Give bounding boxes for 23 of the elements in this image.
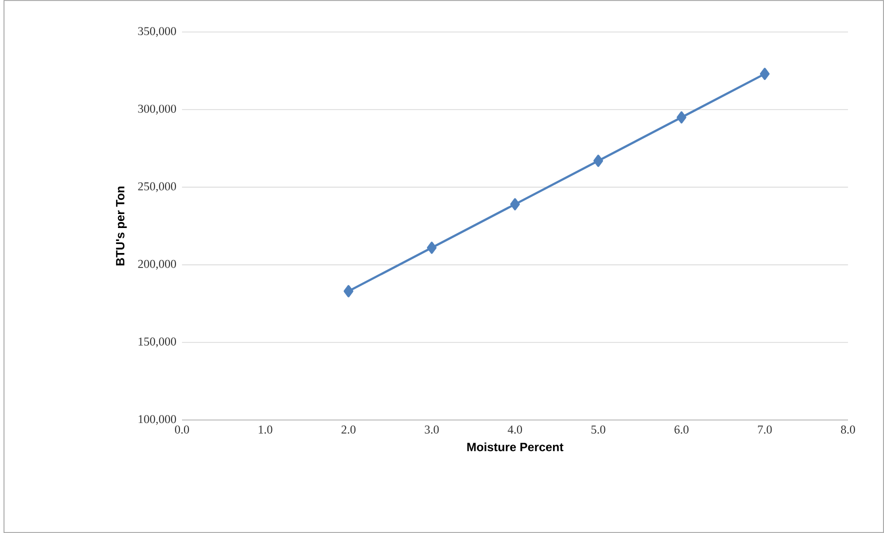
y-tick-label: 150,000 <box>138 338 176 348</box>
y-tick-label: 350,000 <box>138 27 176 37</box>
x-axis-title: Moisture Percent <box>467 442 564 452</box>
y-axis-title: BTU's per Ton <box>116 186 127 266</box>
x-tick-label: 3.0 <box>424 426 439 434</box>
y-tick-label: 100,000 <box>138 415 176 425</box>
point <box>593 154 604 167</box>
x-tick-label: 8.0 <box>840 426 856 434</box>
x-tick-label: 0.0 <box>174 426 190 434</box>
x-tick-label: 5.0 <box>591 426 606 434</box>
x-tick-label: 2.0 <box>342 426 356 434</box>
x-tick-label: 6.0 <box>674 426 689 434</box>
x-tick-label: 7.0 <box>758 426 772 434</box>
y-tick-label: 250,000 <box>138 182 176 192</box>
x-tick-label: 4.0 <box>508 426 522 434</box>
y-tick-label: 300,000 <box>138 104 176 114</box>
point <box>676 111 686 124</box>
point <box>426 242 437 254</box>
point <box>344 285 354 298</box>
x-tick-label: 1.0 <box>258 426 272 434</box>
y-tick-label: 200,000 <box>138 260 176 270</box>
point <box>760 68 770 80</box>
point <box>510 198 520 210</box>
